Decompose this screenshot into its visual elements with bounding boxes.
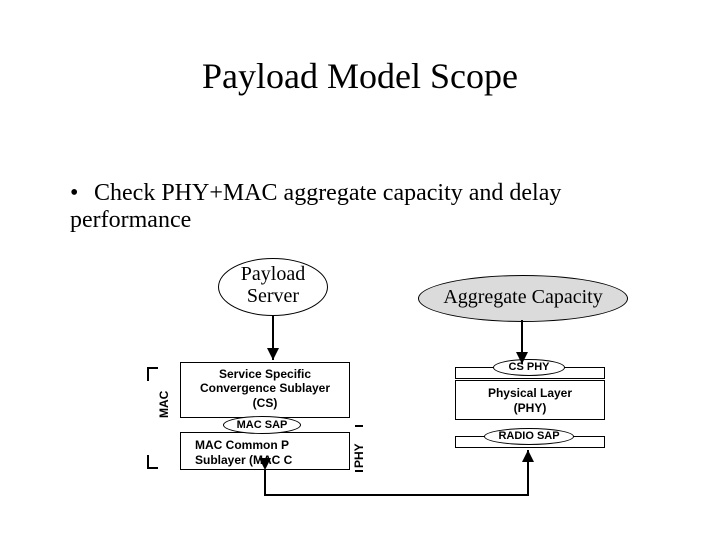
cs-box: Service Specific Convergence Sublayer (C…: [180, 362, 350, 418]
payload-label-1: Payload: [219, 263, 327, 285]
phy-bracket-tick: [355, 470, 363, 472]
cs-line2: Convergence Sublayer: [181, 381, 349, 395]
bullet-item: • Check PHY+MAC aggregate capacity and d…: [70, 180, 670, 234]
page-title: Payload Model Scope: [0, 55, 720, 97]
cs-phy-sap-oval: CS PHY: [493, 359, 565, 376]
mcp-line2: Sublayer (MAC C: [195, 453, 349, 468]
mac-sap-oval: MAC SAP: [223, 416, 301, 434]
cs-line1: Service Specific: [181, 367, 349, 381]
phy-box: Physical Layer (PHY): [455, 380, 605, 420]
mac-bracket-tick: [147, 367, 149, 381]
payload-label-2: Server: [219, 285, 327, 307]
bullet-text: Check PHY+MAC aggregate capacity and del…: [70, 180, 561, 233]
mcp-line1: MAC Common P: [195, 438, 349, 453]
phy-line2: (PHY): [456, 401, 604, 416]
aggregate-capacity-oval: Aggregate Capacity: [418, 275, 628, 322]
mcp-box: MAC Common P Sublayer (MAC C: [180, 432, 350, 470]
cs-line3: (CS): [181, 396, 349, 410]
phy-bracket-tick: [355, 425, 363, 427]
payload-server-oval: Payload Server: [218, 258, 328, 316]
mac-bracket-tick: [148, 367, 158, 369]
phy-line1: Physical Layer: [456, 386, 604, 401]
radio-sap-oval: RADIO SAP: [484, 428, 574, 445]
mac-bracket-tick: [147, 455, 149, 469]
mac-bracket-tick: [148, 467, 158, 469]
phy-side-label: PHY: [352, 443, 366, 468]
mac-side-label: MAC: [157, 391, 171, 418]
bullet-dot-icon: •: [70, 180, 88, 207]
